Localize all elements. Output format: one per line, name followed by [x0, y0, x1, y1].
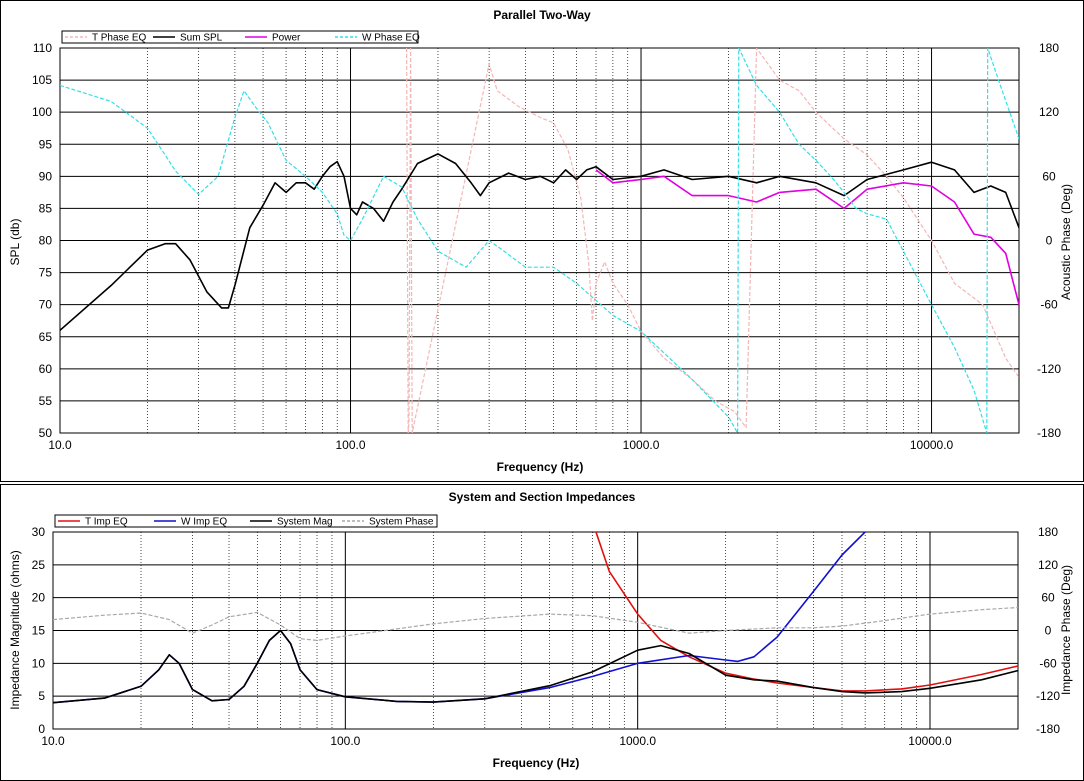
x-tick-label: 1000.0: [623, 438, 660, 452]
y-tick-label: 90: [39, 169, 53, 183]
legend-entry: System Mag: [277, 517, 333, 528]
series-line-t-imp-eq: [595, 532, 1018, 692]
legend-entry: System Phase: [369, 517, 434, 528]
plot-frame: [59, 47, 1020, 434]
x-axis-label: Frequency (Hz): [493, 756, 580, 770]
y-tick-label: 105: [32, 73, 52, 87]
x-axis-label: Frequency (Hz): [497, 460, 584, 474]
legend-entry: T Phase EQ: [92, 33, 147, 44]
y-tick-label: 80: [39, 234, 53, 248]
legend: T Imp EQ W Imp EQ System Mag System Phase: [54, 514, 438, 528]
x-tick-label: 10.0: [41, 734, 65, 748]
y-tick-label: 20: [32, 591, 46, 605]
legend-entry: T Imp EQ: [85, 517, 128, 528]
y2-tick-label: -120: [1037, 362, 1061, 376]
y-tick-label: 0: [38, 722, 45, 736]
y-tick-label: 60: [39, 362, 53, 376]
legend: T Phase EQ Sum SPL Power W Phase EQ: [61, 30, 420, 44]
y-tick-label: 15: [32, 624, 46, 638]
y2-tick-label: 180: [1038, 525, 1058, 539]
y-tick-label: 75: [39, 266, 53, 280]
legend-box: [54, 514, 438, 528]
x-tick-label: 10000.0: [908, 734, 952, 748]
chart-title: System and Section Impedances: [449, 490, 636, 504]
x-tick-label: 100.0: [330, 734, 360, 748]
y-tick-label: 100: [32, 105, 52, 119]
y-tick-label: 25: [32, 558, 46, 572]
y2-tick-label: -120: [1036, 689, 1060, 703]
y-tick-label: 10: [32, 656, 46, 670]
legend-box: [61, 30, 419, 44]
series-line-power: [595, 169, 1019, 305]
series-group: [53, 532, 1018, 704]
x-tick-label: 10.0: [48, 438, 72, 452]
y2-tick-label: 0: [1046, 234, 1053, 248]
y2-tick-label: -60: [1040, 298, 1058, 312]
y2-tick-label: 180: [1039, 41, 1059, 55]
y2-axis-label: Acoustic Phase (Deg): [1059, 184, 1073, 300]
y2-tick-label: 0: [1045, 624, 1052, 638]
chart-title: Parallel Two-Way: [493, 8, 591, 22]
spl-plot-area: 50 55 60 65 70 75 80 85 90 95 100 105 110 -180 -120 -60…: [32, 30, 1061, 452]
y2-tick-label: 60: [1042, 169, 1056, 183]
series-line-system-mag: [53, 629, 1018, 704]
series-group: [60, 48, 1019, 433]
y2-tick-label: -180: [1037, 426, 1061, 440]
legend-entry: W Phase EQ: [362, 33, 420, 44]
y-tick-label: 95: [39, 137, 53, 151]
y-tick-label: 110: [33, 41, 52, 55]
x-tick-label: 1000.0: [619, 734, 656, 748]
y-tick-label: 70: [39, 298, 53, 312]
series-line-sum-spl: [60, 153, 1019, 331]
plot-frame: [52, 531, 1019, 730]
impedance-chart-panel: System and Section Impedances Frequency …: [0, 484, 1084, 781]
y-tick-label: 65: [39, 330, 53, 344]
legend-entry: W Imp EQ: [181, 517, 227, 528]
y2-axis-label: Impedance Phase (Deg): [1059, 565, 1073, 695]
y2-tick-label: 60: [1041, 591, 1055, 605]
series-line-w-phase-eq: [60, 48, 1019, 433]
impedance-plot-area: 0 5 10 15 20 25 30 -180 -120 -60 0 60 120 180 10.0 100.…: [32, 514, 1060, 748]
legend-entry: Sum SPL: [180, 33, 223, 44]
series-line-system-phase: [53, 606, 1018, 641]
y-tick-label: 85: [39, 201, 53, 215]
y-axis-label: SPL (db): [8, 219, 22, 266]
y-tick-label: 50: [39, 426, 53, 440]
y-tick-label: 55: [39, 394, 53, 408]
spl-phase-chart-panel: Parallel Two-Way Frequency (Hz) SPL (db)…: [0, 0, 1084, 482]
y2-tick-label: 120: [1038, 558, 1058, 572]
y-tick-label: 5: [38, 689, 45, 703]
x-tick-label: 10000.0: [910, 438, 954, 452]
y2-tick-label: -180: [1036, 722, 1060, 736]
x-tick-label: 100.0: [335, 438, 365, 452]
y-axis-label: Impedance Magnitude (ohms): [8, 550, 22, 709]
legend-entry: Power: [272, 33, 301, 44]
y-tick-label: 30: [32, 525, 46, 539]
y2-tick-label: -60: [1039, 656, 1057, 670]
y2-tick-label: 120: [1039, 105, 1059, 119]
